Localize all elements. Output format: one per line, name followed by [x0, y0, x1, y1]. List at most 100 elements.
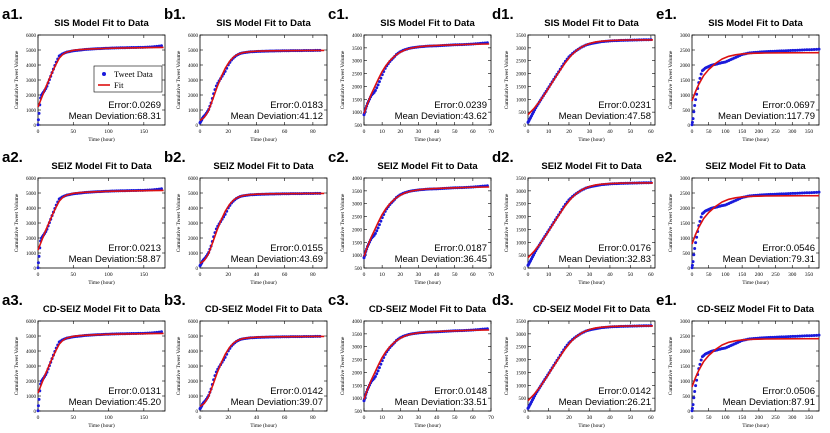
x-tick-label: 150: [738, 272, 747, 278]
data-point: [805, 48, 809, 52]
y-tick-label: 1500: [680, 365, 691, 370]
data-point: [773, 335, 777, 339]
x-tick-label: 300: [788, 415, 797, 421]
x-axis-label: Time (hour): [88, 422, 115, 429]
x-tick-label: 150: [140, 129, 149, 135]
y-tick-label: 4000: [352, 320, 363, 325]
y-tick-label: 3000: [680, 177, 691, 182]
fit-line: [363, 186, 490, 257]
x-tick-label: 20: [398, 129, 404, 135]
data-point: [377, 80, 381, 84]
y-tick-label: 1000: [516, 384, 527, 389]
x-axis-label: Time (hour): [250, 279, 277, 286]
y-tick-label: 2000: [680, 350, 691, 355]
y-tick-label: 2000: [680, 64, 691, 69]
data-point: [791, 191, 795, 195]
data-point: [693, 247, 697, 251]
data-point: [795, 191, 799, 195]
x-tick-label: 150: [140, 415, 149, 421]
x-axis-label: Time (hour): [250, 422, 277, 429]
x-tick-label: 60: [282, 415, 288, 421]
data-point: [692, 253, 696, 257]
legend-data-marker: [102, 72, 106, 76]
data-point: [779, 192, 783, 196]
x-tick-label: 20: [566, 272, 572, 278]
data-point: [782, 192, 786, 196]
chart-panel-e2: e2.SEIZ Model Fit to Data050010001500200…: [656, 149, 821, 286]
data-point: [812, 333, 816, 337]
error-annotation: Error:0.0231: [598, 100, 651, 111]
x-tick-label: 40: [434, 129, 440, 135]
y-tick-label: 3500: [352, 333, 363, 338]
y-axis-label: Cumulative Tweet Volume: [176, 50, 182, 109]
deviation-annotation: Mean Deviation:58.87: [69, 254, 161, 265]
fit-line: [527, 182, 653, 259]
y-tick-label: 2500: [516, 60, 527, 65]
y-axis-label: Cumulative Tweet Volume: [176, 193, 182, 252]
x-tick-label: 60: [648, 272, 654, 278]
chart-title: CD-SEIZ Model Fit to Data: [697, 304, 815, 315]
y-tick-label: 1500: [680, 222, 691, 227]
data-point: [692, 110, 696, 114]
x-tick-label: 0: [363, 129, 366, 135]
y-tick-label: 2000: [26, 237, 37, 242]
data-point: [775, 192, 779, 196]
fit-line: [691, 51, 820, 102]
deviation-annotation: Mean Deviation:41.12: [231, 111, 323, 122]
x-tick-label: 20: [225, 415, 231, 421]
data-point: [777, 192, 781, 196]
data-point: [817, 47, 821, 51]
fit-line: [363, 329, 490, 400]
y-tick-label: 2500: [352, 359, 363, 364]
chart-title: SIS Model Fit to Data: [380, 18, 475, 29]
y-tick-label: 4000: [188, 64, 199, 69]
x-tick-label: 20: [398, 272, 404, 278]
x-tick-label: 50: [452, 129, 458, 135]
error-annotation: Error:0.0176: [598, 243, 651, 254]
data-point: [807, 334, 811, 338]
x-tick-label: 40: [607, 415, 613, 421]
y-tick-label: 2500: [352, 73, 363, 78]
data-point: [795, 334, 799, 338]
y-tick-label: 5000: [188, 49, 199, 54]
x-axis-label: Time (hour): [414, 279, 441, 286]
fit-line: [199, 49, 325, 122]
y-tick-label: 4000: [188, 350, 199, 355]
y-tick-label: 0: [524, 410, 527, 415]
y-tick-label: 6000: [188, 320, 199, 325]
x-tick-label: 60: [282, 272, 288, 278]
x-tick-label: 30: [587, 272, 593, 278]
chart-panel-d1: d1.SIS Model Fit to Data0500100015002000…: [492, 6, 656, 143]
y-tick-label: 1000: [680, 237, 691, 242]
error-annotation: Error:0.0155: [270, 243, 323, 254]
y-tick-label: 500: [519, 397, 527, 402]
x-tick-label: 50: [71, 415, 77, 421]
y-tick-label: 1500: [516, 371, 527, 376]
x-tick-label: 70: [488, 272, 494, 278]
data-point: [798, 191, 802, 195]
data-point: [812, 47, 816, 51]
data-point: [376, 83, 380, 87]
panel-label: b2.: [164, 149, 186, 166]
x-tick-label: 80: [310, 415, 316, 421]
data-point: [36, 261, 40, 265]
data-point: [798, 334, 802, 338]
data-point: [699, 72, 703, 76]
y-tick-label: 1000: [188, 252, 199, 257]
y-tick-label: 6000: [26, 34, 37, 39]
y-tick-label: 1500: [352, 384, 363, 389]
error-annotation: Error:0.0183: [270, 100, 323, 111]
y-tick-label: 3500: [352, 190, 363, 195]
y-tick-label: 2000: [26, 94, 37, 99]
y-tick-label: 2000: [26, 380, 37, 385]
plot-area: [527, 34, 656, 126]
x-tick-label: 0: [691, 129, 694, 135]
y-axis-label: Cumulative Tweet Volume: [668, 336, 674, 395]
data-point: [376, 226, 380, 230]
plot-area: [527, 177, 656, 269]
y-tick-label: 3000: [352, 203, 363, 208]
x-tick-label: 20: [566, 415, 572, 421]
data-point: [37, 254, 41, 258]
data-point: [789, 49, 793, 53]
data-point: [159, 187, 163, 191]
